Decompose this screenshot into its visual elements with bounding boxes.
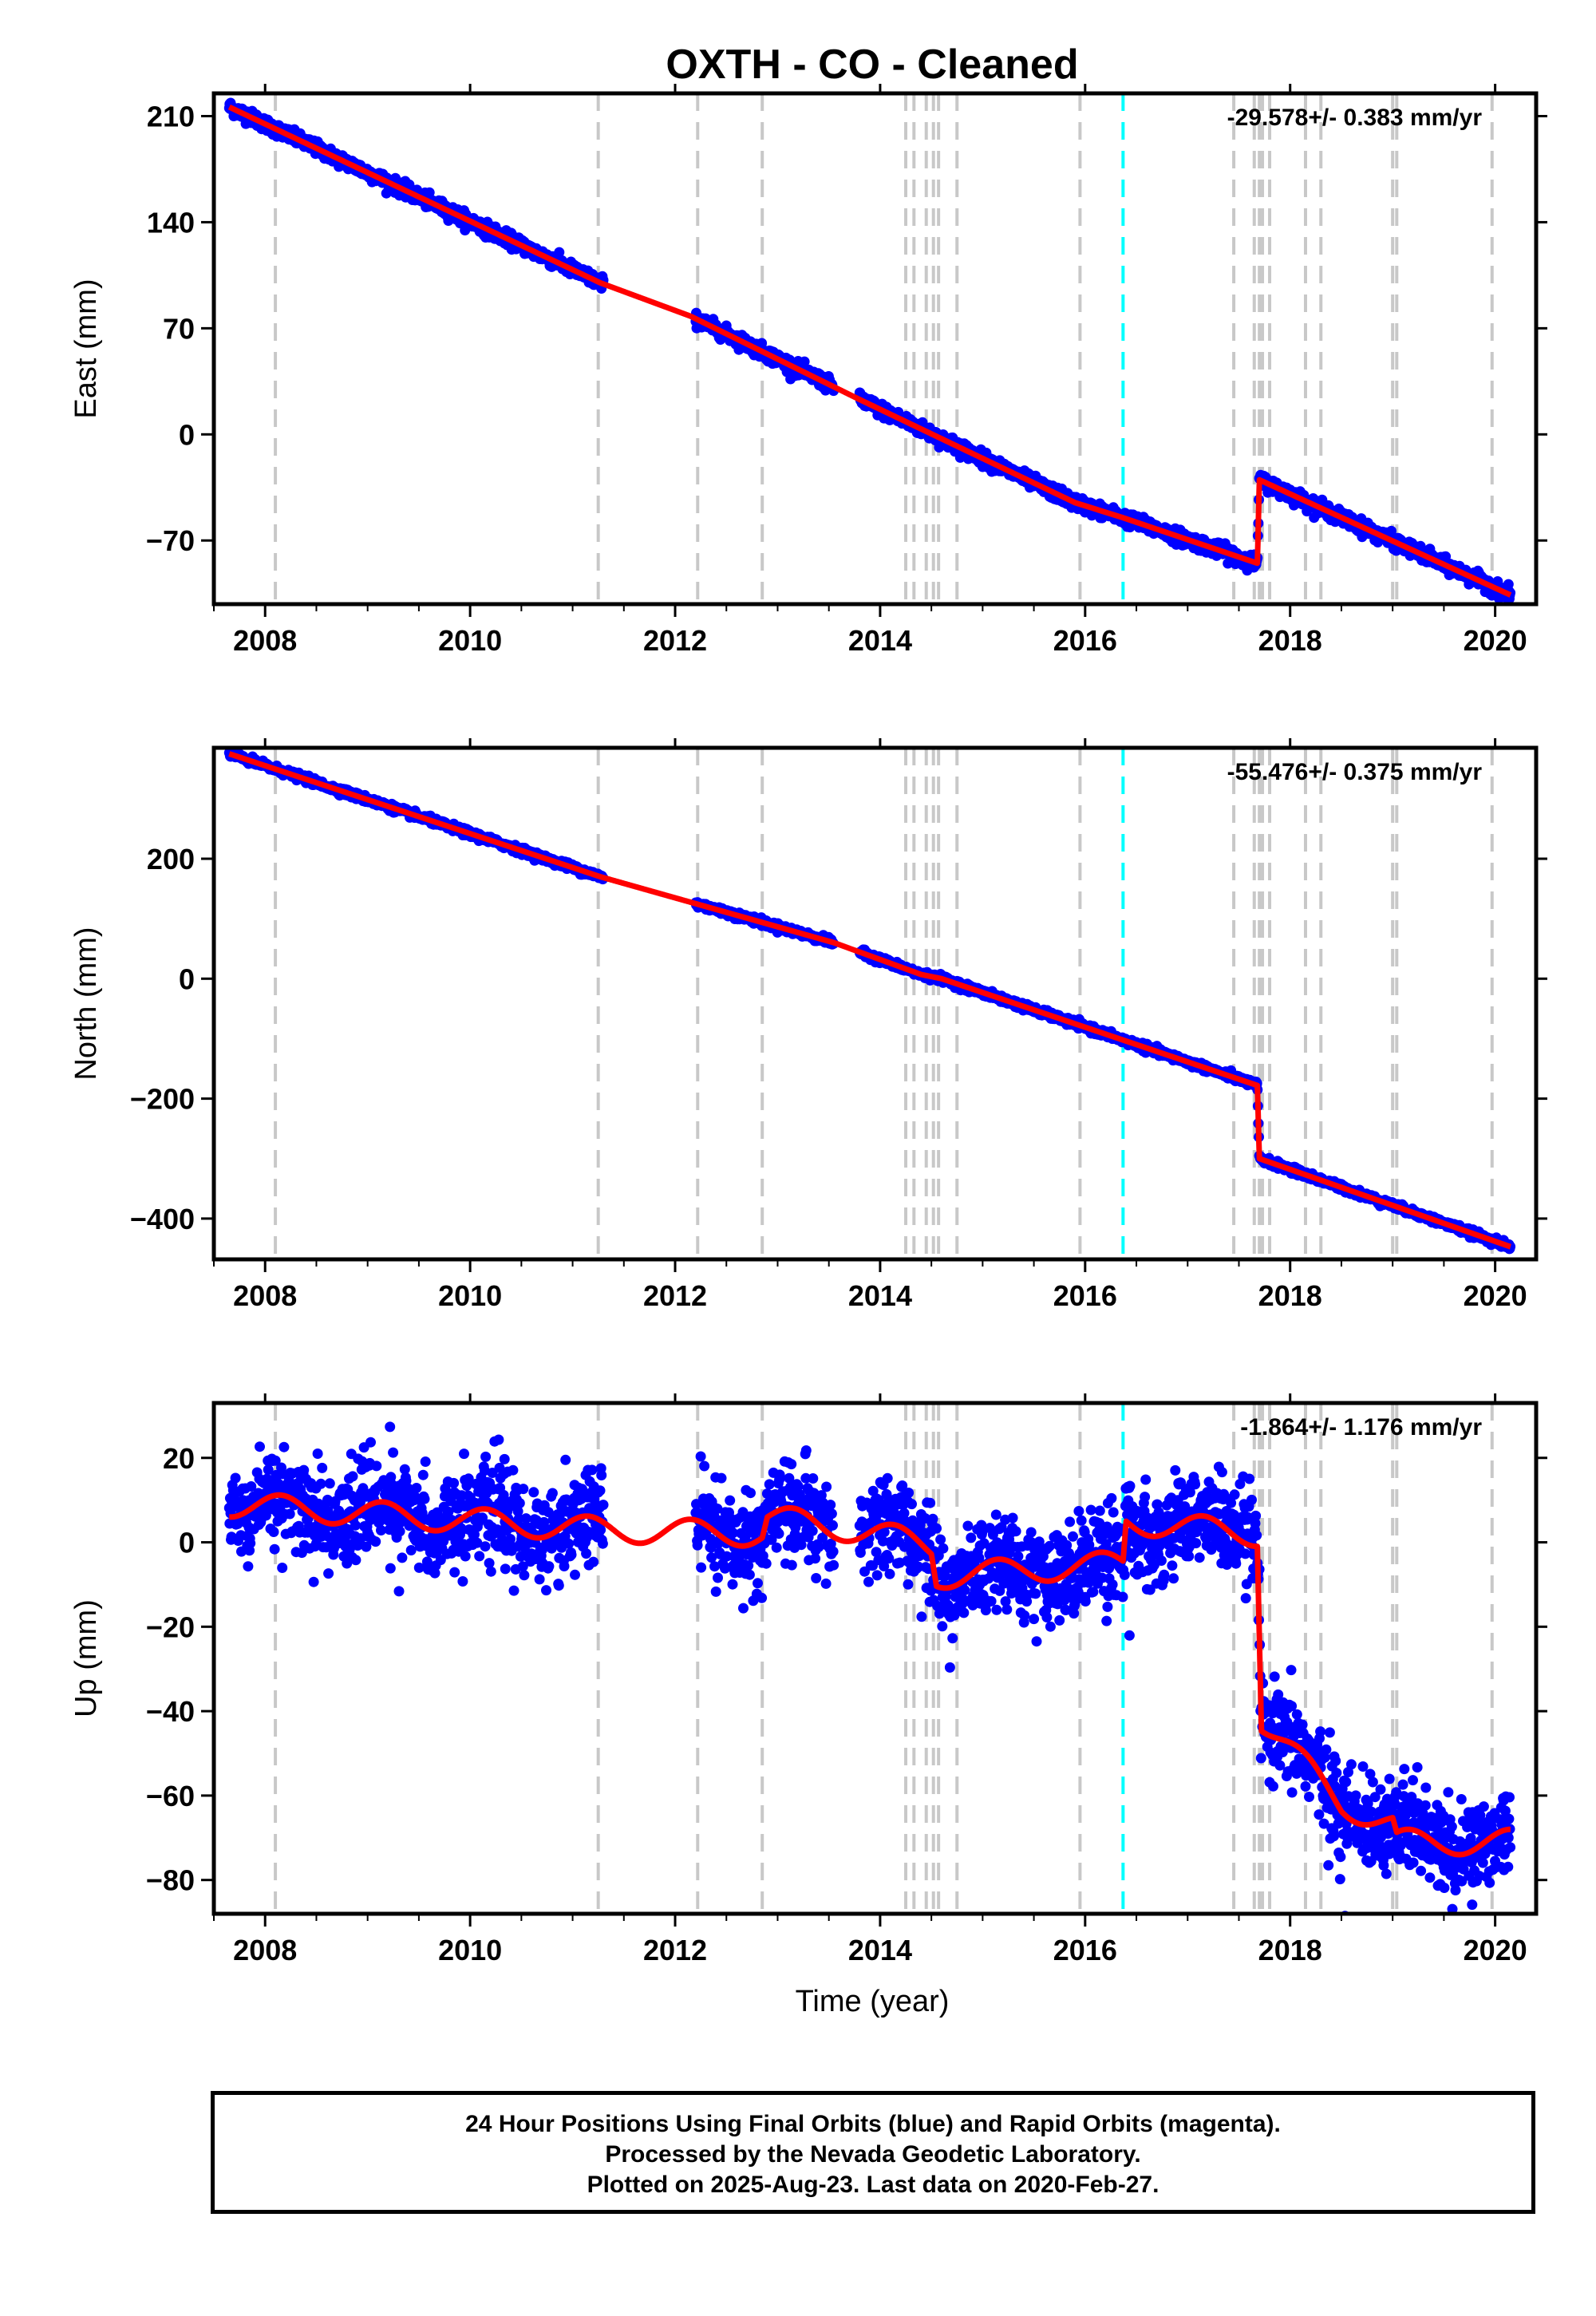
x-tick-label: 2012 bbox=[643, 624, 707, 657]
y-tick-label: −70 bbox=[146, 524, 195, 557]
panels: 2008 2010 2012 2014 2016 2018 2020 210 140 70 0 −70… bbox=[69, 84, 1547, 1966]
data-point bbox=[799, 356, 810, 367]
x-tick-label: 2020 bbox=[1464, 624, 1527, 657]
y-tick-label: 140 bbox=[147, 206, 195, 239]
velocity-label: -29.578+/- 0.383 mm/yr bbox=[1227, 105, 1483, 131]
y-tick-label: 0 bbox=[179, 418, 195, 451]
y-tick-label: 210 bbox=[147, 100, 195, 132]
x-tick-label: 2018 bbox=[1258, 624, 1322, 657]
y-tick-label: 70 bbox=[163, 312, 195, 345]
panel-east: 2008 2010 2012 2014 2016 2018 2020 210 140 70 0 −70… bbox=[69, 84, 1547, 657]
plot-frame bbox=[211, 91, 1539, 607]
x-tick-label: 2014 bbox=[848, 624, 912, 657]
chart-title: OXTH - CO - Cleaned bbox=[666, 41, 1078, 88]
y-axis-label: East (mm) bbox=[69, 279, 103, 418]
model-line bbox=[227, 104, 1513, 598]
panel-north: 2008 2010 2012 2014 2016 2018 20202000−200−400… bbox=[69, 738, 1547, 1312]
data-point bbox=[554, 247, 565, 258]
x-tick-label: 2010 bbox=[438, 624, 502, 657]
x-tick-label: 2008 bbox=[233, 624, 297, 657]
x-tick-label: 2016 bbox=[1053, 624, 1117, 657]
